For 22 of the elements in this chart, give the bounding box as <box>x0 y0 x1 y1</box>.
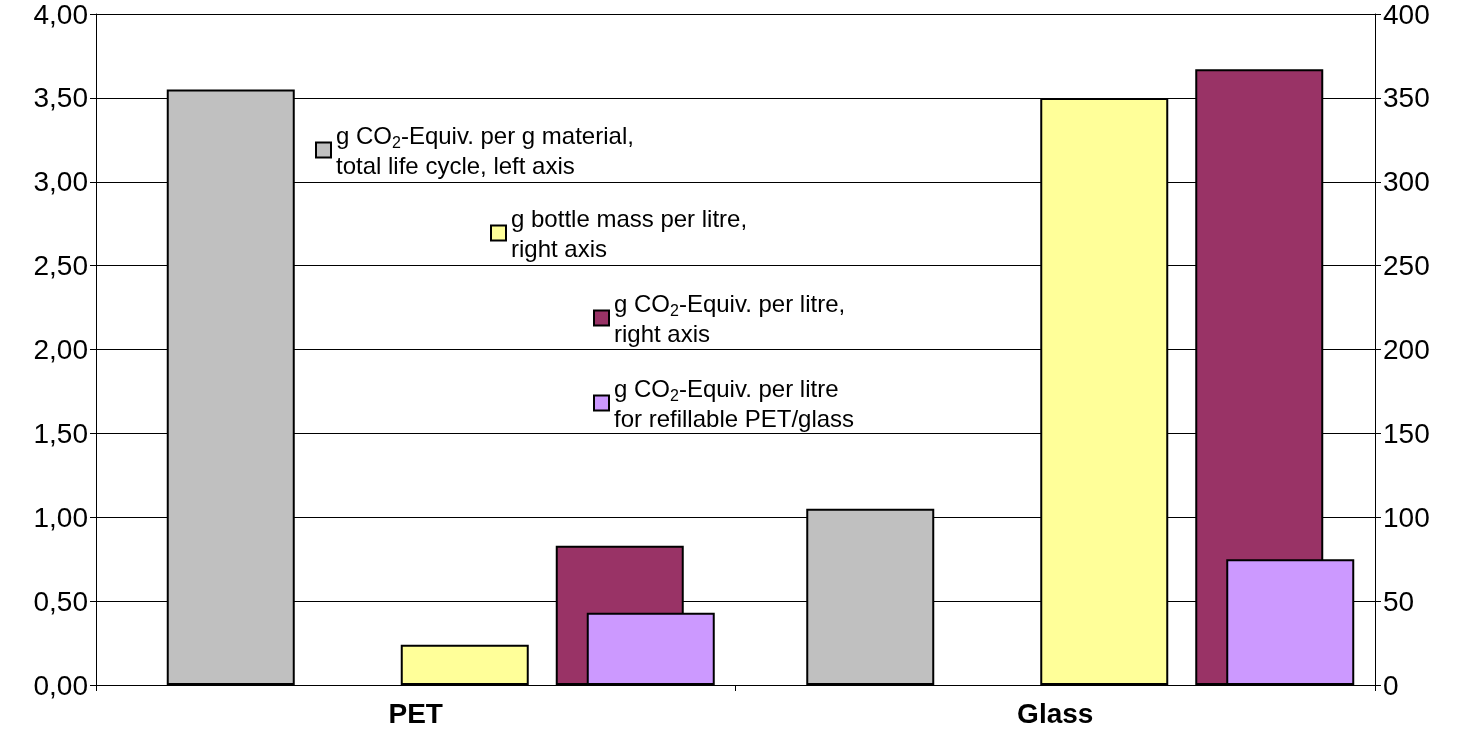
y-tick-label: 3,00 <box>33 166 88 198</box>
bar <box>400 644 529 685</box>
y2-tick-label: 250 <box>1383 250 1430 282</box>
y2-tick-label: 100 <box>1383 501 1430 533</box>
y-tick-label: 2,00 <box>33 334 88 365</box>
y2-tick-label: 150 <box>1383 417 1430 449</box>
y-tick-label: 1,50 <box>33 417 88 449</box>
y2-tick-label: 300 <box>1383 166 1430 198</box>
y-tick-label: 0,00 <box>33 669 88 701</box>
y2-tick-label: 50 <box>1383 585 1415 617</box>
legend-label: g bottle mass per litre, right axis <box>511 204 748 262</box>
y-tick-label: 1,00 <box>33 501 88 533</box>
y-tick-label: 4,00 <box>33 0 88 30</box>
y2-tick-label: 350 <box>1383 82 1430 114</box>
y2-tick-label: 400 <box>1383 0 1430 30</box>
x-tick-label: PET <box>388 697 443 729</box>
y2-tick-label: 0 <box>1383 669 1399 701</box>
y2-tick-label: 200 <box>1383 334 1430 365</box>
y-tick-label: 2,50 <box>33 250 88 282</box>
y-tick-label: 3,50 <box>33 82 88 114</box>
y-tick-label: 0,50 <box>33 585 88 617</box>
x-tick-label: Glass <box>1017 697 1094 729</box>
